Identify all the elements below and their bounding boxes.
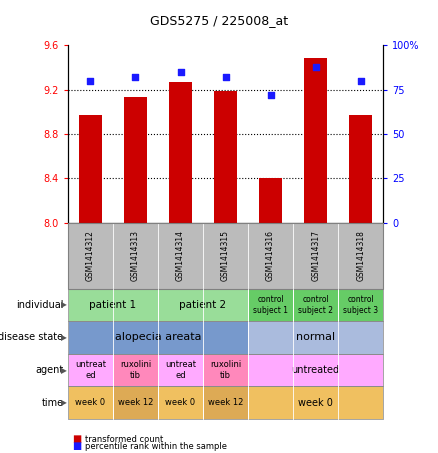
Text: week 12: week 12 [208,398,243,407]
Bar [169,82,192,223]
Text: ruxolini
tib: ruxolini tib [120,361,151,380]
Text: ■: ■ [72,441,81,451]
Text: untreat
ed: untreat ed [75,361,106,380]
Text: GSM1414318: GSM1414318 [356,230,365,281]
Point [357,77,364,84]
Text: GSM1414314: GSM1414314 [176,230,185,281]
Text: control
subject 3: control subject 3 [343,295,378,314]
Bar [304,58,327,223]
Text: normal: normal [296,333,335,342]
Text: individual: individual [16,300,64,310]
Point [312,63,319,70]
Text: percentile rank within the sample: percentile rank within the sample [85,442,227,451]
Text: GSM1414317: GSM1414317 [311,230,320,281]
Bar [124,97,147,223]
Text: week 0: week 0 [166,398,196,407]
Text: GDS5275 / 225008_at: GDS5275 / 225008_at [150,14,288,27]
Point [87,77,94,84]
Bar [79,115,102,223]
Text: GSM1414312: GSM1414312 [86,230,95,281]
Text: control
subject 1: control subject 1 [253,295,288,314]
Text: untreat
ed: untreat ed [165,361,196,380]
Point [222,74,229,81]
Point [267,92,274,99]
Text: week 0: week 0 [75,398,106,407]
Text: GSM1414313: GSM1414313 [131,230,140,281]
Bar [259,178,282,223]
Text: patient 2: patient 2 [180,300,226,310]
Text: time: time [41,398,64,408]
Bar [350,115,372,223]
Text: GSM1414316: GSM1414316 [266,230,275,281]
Text: ▶: ▶ [61,398,67,407]
Point [132,74,139,81]
Text: patient 1: patient 1 [89,300,137,310]
Text: ■: ■ [72,434,81,444]
Text: control
subject 2: control subject 2 [298,295,333,314]
Text: untreated: untreated [292,365,340,375]
Point [177,68,184,76]
Text: week 0: week 0 [298,398,333,408]
Text: agent: agent [35,365,64,375]
Text: transformed count: transformed count [85,435,164,444]
Text: ▶: ▶ [61,333,67,342]
Bar [214,91,237,223]
Text: ▶: ▶ [61,300,67,309]
Text: ruxolini
tib: ruxolini tib [210,361,241,380]
Text: week 12: week 12 [118,398,153,407]
Text: GSM1414315: GSM1414315 [221,230,230,281]
Text: disease state: disease state [0,333,64,342]
Text: ▶: ▶ [61,366,67,375]
Text: alopecia areata: alopecia areata [115,333,201,342]
